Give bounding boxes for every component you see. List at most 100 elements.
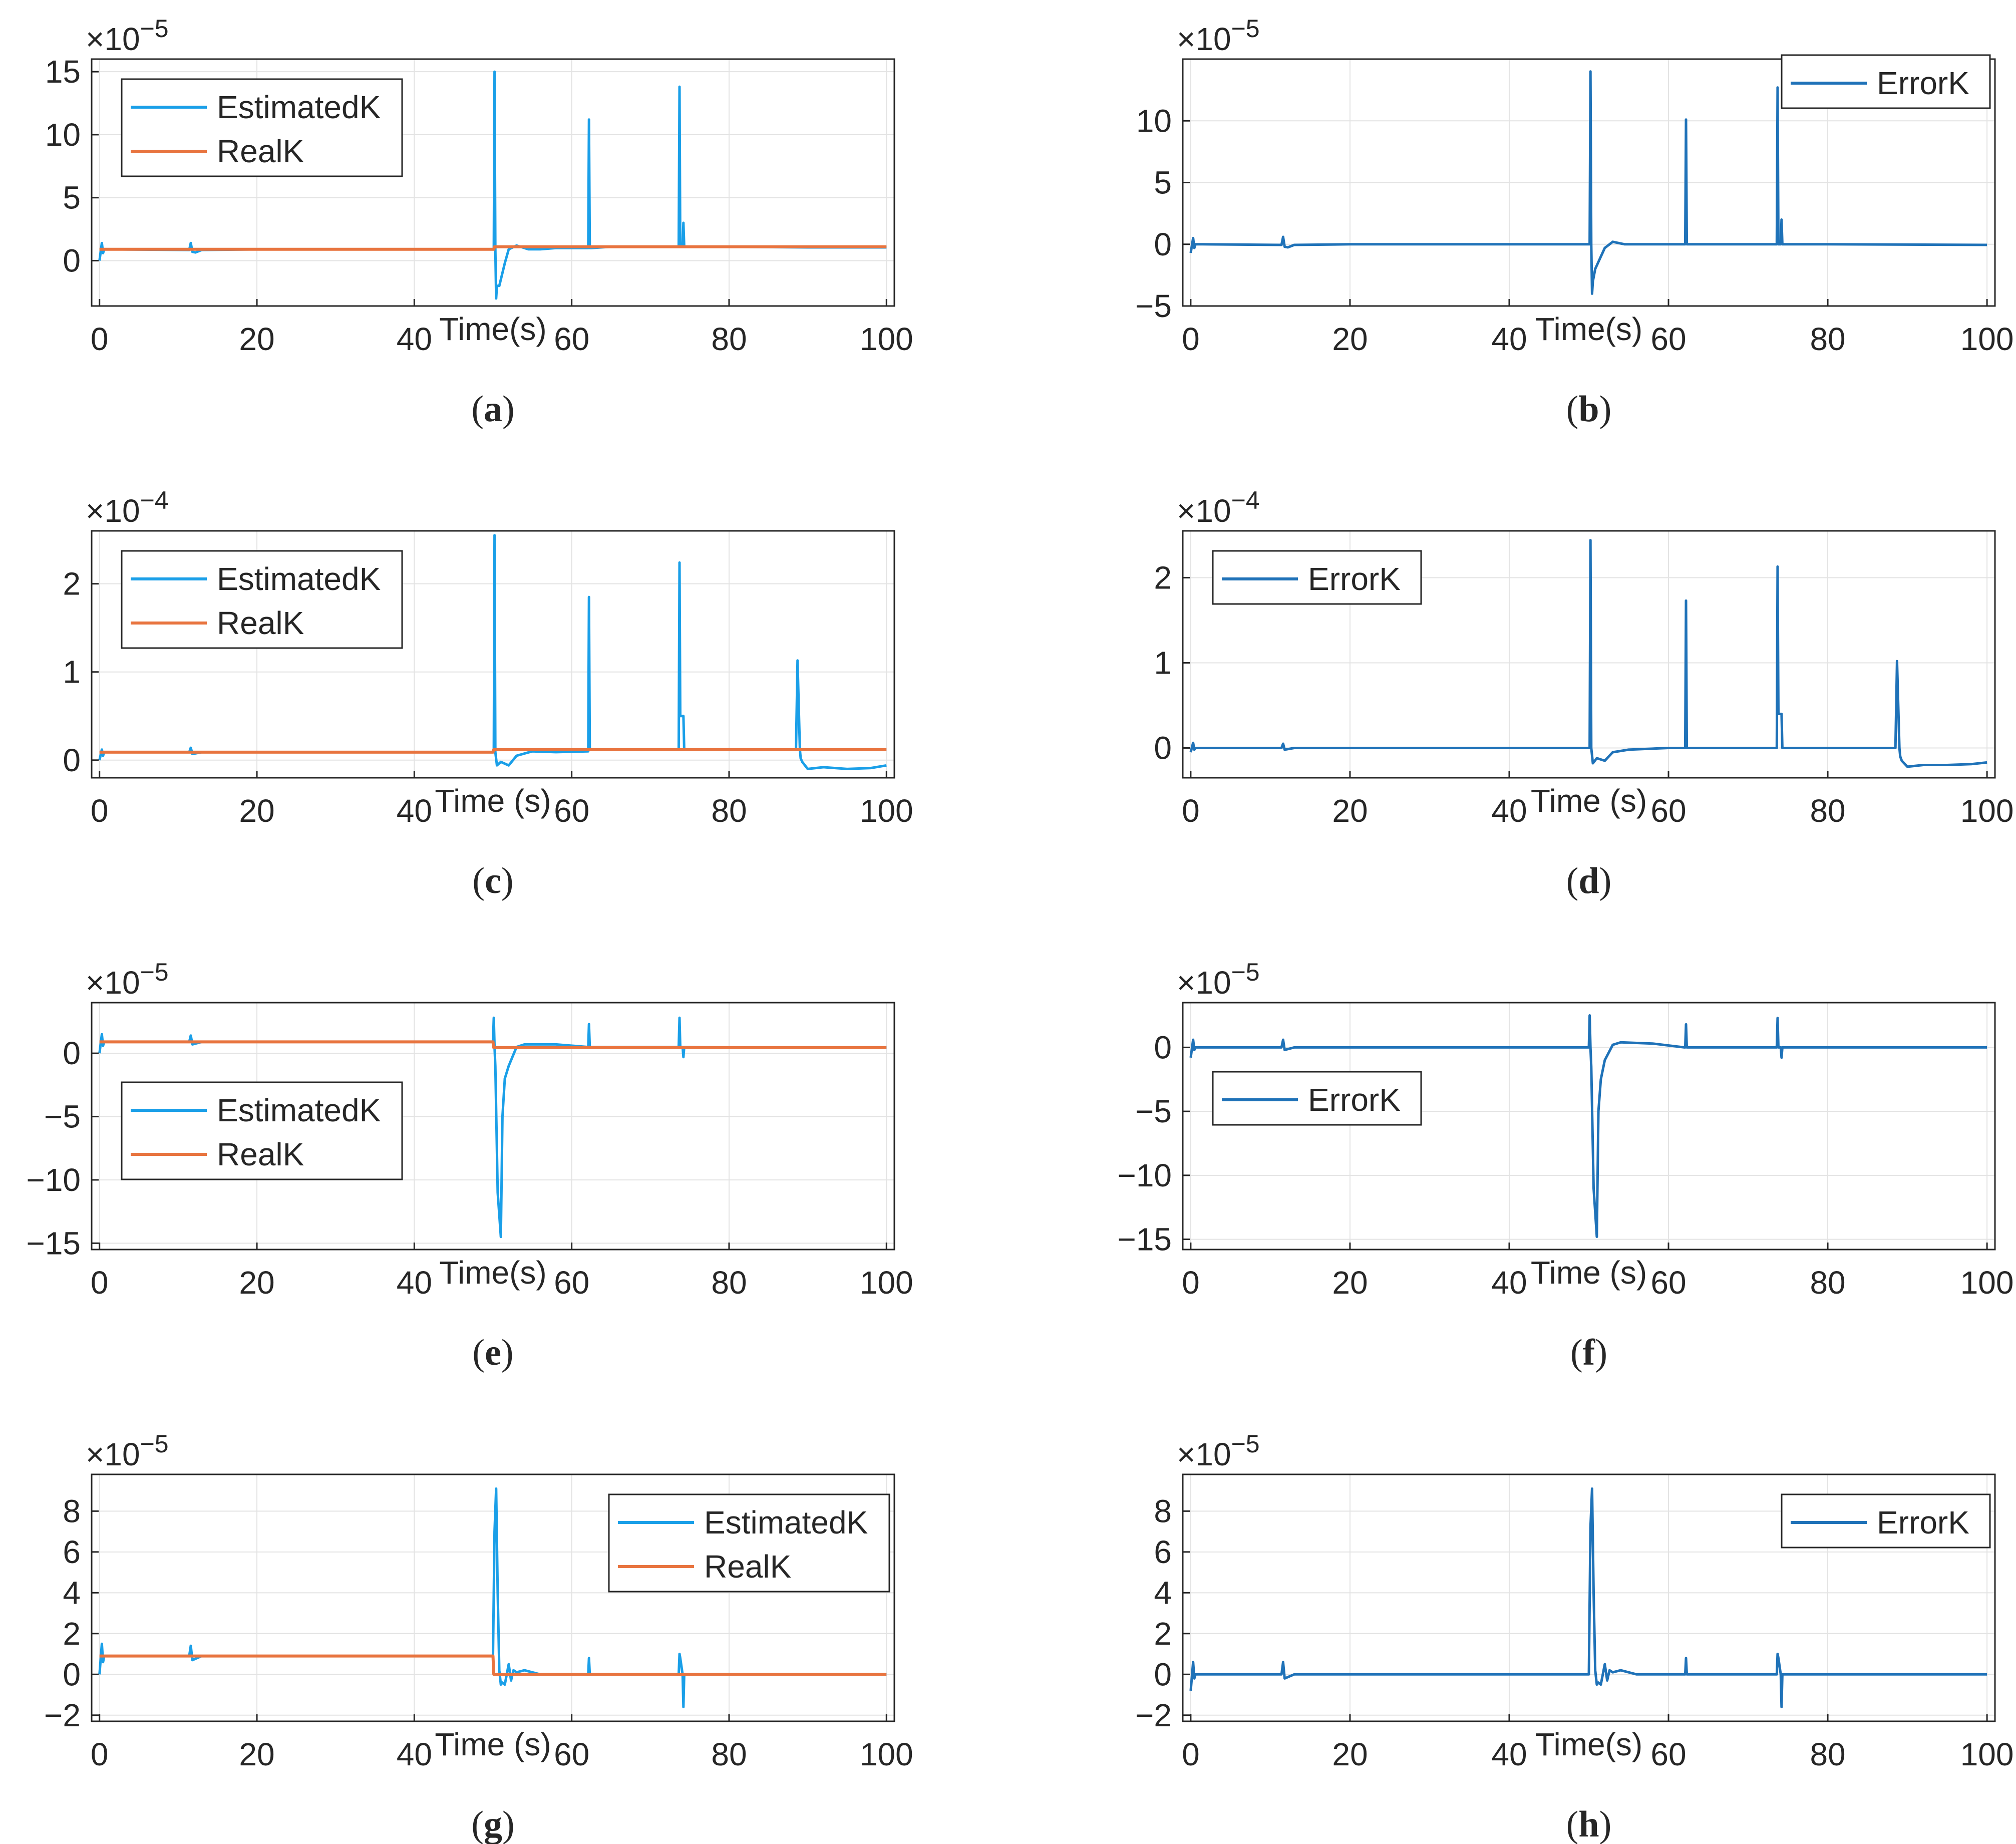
caption-letter: d — [1578, 860, 1599, 901]
y-tick-label: −15 — [26, 1225, 81, 1261]
series-line-realk — [99, 748, 887, 754]
x-tick-label: 40 — [1491, 321, 1527, 357]
x-tick-label: 20 — [239, 793, 274, 829]
y-tick-label: 0 — [1154, 226, 1172, 262]
x-tick-label: 20 — [1332, 1265, 1368, 1301]
y-tick-label: −5 — [1135, 288, 1172, 324]
x-tick-label: 40 — [1491, 793, 1527, 829]
y-tick-label: 0 — [63, 1656, 81, 1692]
y-tick-label: 4 — [1154, 1575, 1172, 1611]
legend: EstimatedK RealK — [121, 78, 403, 177]
x-axis-label: Time (s) — [1531, 783, 1647, 819]
x-tick-label: 100 — [860, 793, 913, 829]
y-tick-label: 1 — [63, 654, 81, 690]
x-tick-label: 0 — [1182, 1736, 1200, 1772]
x-tick-label: 0 — [1182, 793, 1200, 829]
x-tick-label: 20 — [239, 321, 274, 357]
caption-letter: b — [1578, 389, 1599, 430]
caption-paren: ) — [501, 1332, 514, 1373]
x-tick-label: 100 — [860, 321, 913, 357]
caption-paren: ) — [1595, 1332, 1607, 1373]
legend-box — [121, 1081, 403, 1180]
legend-label: EstimatedK — [704, 1504, 868, 1541]
x-tick-label: 100 — [860, 1736, 913, 1772]
axes-box — [1182, 530, 1996, 779]
x-tick-label: 100 — [1960, 1736, 2014, 1772]
caption-paren: ) — [502, 389, 515, 430]
y-exponent-label: ×10−5 — [86, 958, 169, 1001]
exponent-power: −5 — [140, 1430, 169, 1458]
panel-g: 0 20 40 60 80 100 −2 0 2 4 6 8×10−5 Time (s) Estimate… — [44, 1430, 913, 1844]
caption-paren: ( — [1566, 860, 1579, 901]
panel-c: 0 20 40 60 80 100 0 1 2 ×10−4 Time (s) EstimatedK Re… — [63, 486, 913, 901]
panel-d: 0 20 40 60 80 100 0 1 2×10−4 Time (s) ErrorK (d) — [1154, 486, 2013, 901]
series-line-errork — [1189, 70, 1987, 295]
y-tick-label: 2 — [63, 566, 81, 602]
panel-caption: (g) — [471, 1804, 514, 1844]
caption-paren: ) — [1599, 860, 1612, 901]
y-tick-label: −2 — [44, 1697, 81, 1733]
y-tick-label: 5 — [1154, 165, 1172, 201]
x-axis-label: Time(s) — [439, 1255, 546, 1291]
series-line-estimatedk — [98, 1487, 887, 1708]
legend-label: EstimatedK — [217, 1092, 381, 1128]
y-exponent-label: ×10−5 — [1177, 958, 1260, 1001]
exponent-power: −5 — [1231, 15, 1260, 43]
series-line-estimatedk — [98, 1016, 887, 1239]
caption-letter: e — [485, 1332, 501, 1373]
y-exponent-label: ×10−5 — [86, 15, 169, 57]
caption-paren: ( — [472, 860, 485, 901]
panel-caption: (a) — [471, 389, 514, 430]
x-axis-label: Time (s) — [435, 1726, 551, 1762]
series-line-errork — [1189, 1487, 1987, 1708]
legend-label: EstimatedK — [217, 89, 381, 125]
exponent-base: ×10 — [86, 21, 140, 57]
x-tick-label: 80 — [711, 321, 747, 357]
legend: ErrorK — [1781, 54, 1991, 109]
x-tick-label: 20 — [239, 1736, 274, 1772]
x-axis-label: Time (s) — [435, 783, 551, 819]
y-tick-label: −2 — [1135, 1697, 1172, 1733]
panel-caption: (c) — [472, 860, 513, 901]
y-exponent-label: ×10−4 — [86, 486, 169, 529]
y-tick-label: 0 — [1154, 1029, 1172, 1065]
legend-label: RealK — [217, 1136, 304, 1172]
y-exponent-label: ×10−5 — [1177, 15, 1260, 57]
x-tick-label: 0 — [1182, 321, 1200, 357]
caption-paren: ) — [501, 860, 514, 901]
y-exponent-label: ×10−4 — [1177, 486, 1260, 529]
panel-caption: (d) — [1566, 860, 1611, 901]
x-tick-label: 40 — [1491, 1736, 1527, 1772]
series-line-errork — [1189, 1014, 1987, 1238]
y-tick-label: −5 — [44, 1099, 81, 1135]
legend-label: RealK — [704, 1549, 791, 1585]
legend: EstimatedK RealK — [121, 550, 403, 649]
caption-letter: h — [1578, 1804, 1599, 1844]
series-line-realk — [99, 1040, 887, 1049]
caption-paren: ( — [471, 1804, 484, 1844]
x-tick-label: 0 — [91, 793, 109, 829]
series-line-realk — [99, 245, 887, 251]
exponent-base: ×10 — [1177, 965, 1231, 1001]
legend: EstimatedK RealK — [121, 1081, 403, 1180]
caption-letter: a — [484, 389, 502, 430]
x-tick-label: 80 — [1810, 321, 1845, 357]
y-tick-label: 6 — [1154, 1534, 1172, 1570]
legend-box — [121, 78, 403, 177]
legend: ErrorK — [1212, 550, 1422, 605]
y-tick-label: 8 — [63, 1493, 81, 1529]
axes-box — [91, 1002, 895, 1251]
panel-caption: (b) — [1566, 389, 1611, 430]
exponent-power: −4 — [1231, 486, 1260, 514]
caption-paren: ( — [1566, 389, 1579, 430]
y-tick-label: −15 — [1117, 1221, 1172, 1258]
y-tick-label: −5 — [1135, 1093, 1172, 1129]
exponent-base: ×10 — [86, 493, 140, 529]
x-tick-label: 60 — [554, 1265, 589, 1301]
x-tick-label: 0 — [91, 1265, 109, 1301]
panel-e: 0 20 40 60 80 100−15−10−50×10−5Time(s)Estimat… — [26, 958, 913, 1373]
exponent-base: ×10 — [1177, 21, 1231, 57]
legend: ErrorK — [1212, 1071, 1422, 1126]
y-tick-label: 1 — [1154, 645, 1172, 681]
